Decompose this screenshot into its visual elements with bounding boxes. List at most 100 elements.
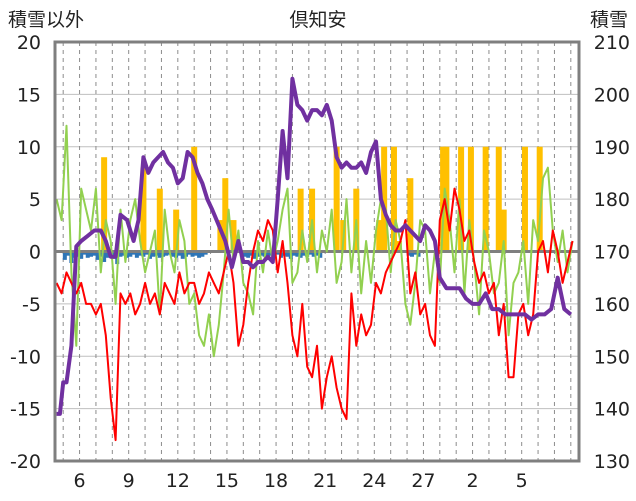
left-tick-label: -10	[10, 346, 41, 368]
precip-bar	[203, 251, 208, 255]
tick-labels: -20 -15 -10 -5 0 5 10 15 20 130 140 150 160 170 180 190…	[10, 32, 630, 492]
precip-bar	[82, 251, 87, 255]
x-tick-label: 24	[362, 470, 386, 492]
snowfall-bar	[495, 146, 502, 252]
precip-bar	[164, 251, 169, 256]
snowfall-bar	[156, 188, 163, 252]
precip-bar	[298, 251, 303, 258]
x-tick-label: 9	[123, 470, 135, 492]
snowfall-bar	[140, 167, 147, 252]
precip-bar	[138, 251, 143, 256]
precip-bar	[89, 251, 94, 257]
precip-bar	[95, 251, 100, 260]
precip-bar	[177, 251, 182, 256]
right-tick-label: 140	[594, 399, 630, 421]
precip-bar	[318, 251, 323, 258]
precip-bar	[85, 251, 90, 258]
left-tick-label: 0	[29, 242, 41, 264]
precip-bar	[197, 251, 202, 258]
snowfall-bar	[376, 220, 383, 252]
precip-bar	[66, 251, 71, 256]
precip-bar	[118, 251, 123, 257]
precip-bar	[144, 251, 149, 255]
x-tick-label: 21	[313, 470, 337, 492]
precip-bar	[187, 251, 192, 255]
precip-bar	[157, 251, 162, 258]
precip-bar	[292, 251, 297, 256]
precip-bar	[249, 251, 254, 256]
snowfall-bar	[230, 220, 237, 252]
snowfall-bar	[500, 209, 507, 252]
precip-bar	[242, 251, 247, 257]
temperature-min-line	[55, 187, 574, 442]
snow-depth-line	[56, 76, 573, 416]
precip-bar	[308, 251, 313, 255]
snowfall-bar	[381, 146, 388, 252]
precip-bar	[190, 251, 195, 257]
snowfall-bar	[173, 209, 180, 252]
snowfall-bar	[333, 146, 340, 252]
left-tick-label: 20	[17, 32, 41, 54]
precip-bar	[259, 251, 264, 256]
precip-bar	[105, 251, 110, 258]
snowfall-bar	[440, 146, 447, 252]
snowfall-bar	[222, 178, 229, 252]
precip-bar	[170, 251, 175, 257]
snowfall-bar	[297, 188, 304, 252]
right-tick-label: 130	[594, 451, 630, 473]
precip-bar	[409, 251, 414, 257]
precip-bar	[134, 251, 139, 258]
right-tick-label: 160	[594, 294, 630, 316]
snowfall-bar	[101, 157, 108, 252]
right-tick-label: 150	[594, 346, 630, 368]
left-tick-label: -20	[10, 451, 41, 473]
snowfall-bar	[521, 146, 528, 252]
precip-bar	[193, 251, 198, 256]
left-tick-label: 15	[17, 84, 41, 106]
left-tick-label: 10	[17, 137, 41, 159]
x-tick-label: 12	[166, 470, 190, 492]
precip-bar	[141, 251, 146, 257]
precip-bar	[413, 251, 418, 255]
left-tick-label: -5	[22, 294, 41, 316]
snowfall-bar	[482, 146, 489, 252]
precip-bar	[301, 251, 306, 256]
snowfall-bar	[191, 146, 198, 252]
precip-bar	[265, 251, 270, 258]
right-tick-label: 170	[594, 242, 630, 264]
precip-bar	[128, 251, 133, 257]
precip-bar	[275, 251, 280, 255]
left-tick-label: 5	[29, 189, 41, 211]
right-tick-label: 200	[594, 84, 630, 106]
precip-bar	[92, 251, 97, 256]
precip-bar	[98, 251, 103, 257]
precip-bar	[406, 251, 411, 256]
plot-frame	[53, 40, 581, 463]
precip-bar	[131, 251, 136, 255]
precip-bar	[315, 251, 319, 256]
precip-bar	[246, 251, 251, 258]
x-tick-label: 27	[411, 470, 435, 492]
x-tick-label: 5	[516, 470, 528, 492]
x-tick-label: 2	[467, 470, 479, 492]
snowfall-bar	[536, 146, 543, 252]
precip-bar	[79, 251, 84, 259]
x-tick-label: 6	[74, 470, 86, 492]
snowfall-bar	[217, 220, 224, 252]
snowfall-bar	[407, 178, 414, 252]
precip-bar	[75, 251, 80, 257]
precip-bar	[200, 251, 205, 257]
x-tick-label: 15	[215, 470, 239, 492]
precip-bar	[151, 251, 156, 257]
snowfall-bar	[458, 146, 465, 252]
snowfall-bar	[467, 146, 474, 252]
left-tick-label: -15	[10, 399, 41, 421]
precip-bar	[311, 251, 316, 257]
right-tick-label: 180	[594, 189, 630, 211]
bar-series	[62, 146, 543, 265]
precip-bar	[102, 251, 107, 262]
x-tick-label: 18	[264, 470, 288, 492]
right-tick-label: 190	[594, 137, 630, 159]
precip-bar	[295, 251, 300, 257]
